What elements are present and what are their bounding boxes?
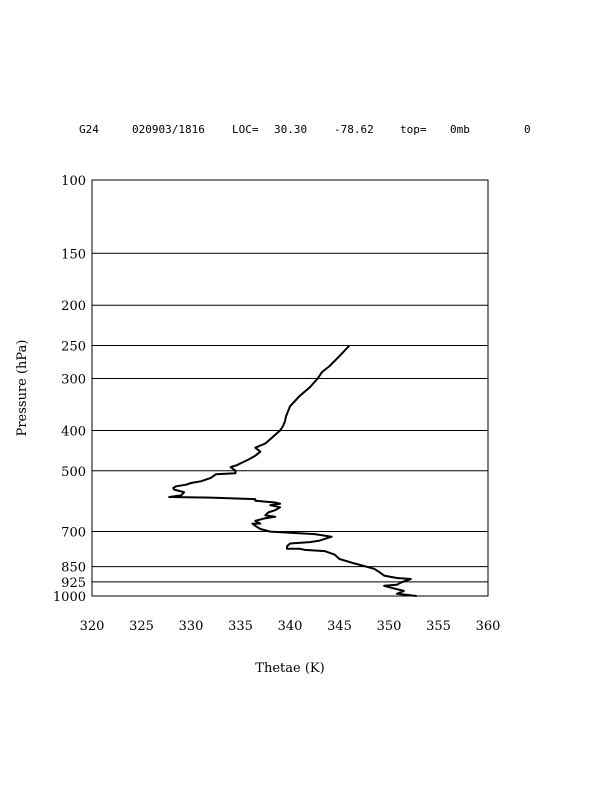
y-tick-label-200: 200 [61, 299, 86, 314]
x-tick-labels: 320 325 330 335 340 345 350 355 360 [80, 619, 501, 634]
x-tick-label-335: 335 [228, 619, 253, 634]
thetae-profile-line [168, 344, 417, 597]
y-tick-label-100: 100 [61, 174, 86, 189]
header-top-value: 0mb [450, 123, 470, 136]
header-loc-label: LOC= [232, 123, 259, 136]
y-tick-label-150: 150 [61, 247, 86, 262]
y-tick-label-1000: 1000 [53, 590, 86, 605]
y-tick-label-500: 500 [61, 465, 86, 480]
x-tick-label-325: 325 [129, 619, 154, 634]
chart-header: G24 020903/1816 LOC= 30.30 -78.62 top= 0… [79, 123, 531, 136]
y-tick-label-700: 700 [61, 526, 86, 541]
y-tick-label-850: 850 [61, 561, 86, 576]
x-axis-label: Thetae (K) [255, 661, 324, 676]
x-tick-label-330: 330 [179, 619, 204, 634]
x-tick-label-350: 350 [377, 619, 402, 634]
x-tick-label-320: 320 [80, 619, 105, 634]
y-tick-label-250: 250 [61, 340, 86, 355]
y-axis-label: Pressure (hPa) [15, 340, 30, 437]
header-station: G24 [79, 123, 99, 136]
y-tick-label-400: 400 [61, 424, 86, 439]
header-top-label: top= [400, 123, 427, 136]
header-datetime: 020903/1816 [132, 123, 205, 136]
y-tick-label-300: 300 [61, 372, 86, 387]
x-tick-label-340: 340 [278, 619, 303, 634]
x-tick-label-360: 360 [476, 619, 501, 634]
x-tick-label-345: 345 [327, 619, 352, 634]
x-tick-label-355: 355 [426, 619, 451, 634]
header-lon: -78.62 [334, 123, 374, 136]
y-tick-label-925: 925 [61, 576, 86, 591]
plot-frame [91, 179, 489, 597]
series-group [168, 344, 417, 597]
header-lat: 30.30 [274, 123, 307, 136]
header-flag: 0 [524, 123, 531, 136]
